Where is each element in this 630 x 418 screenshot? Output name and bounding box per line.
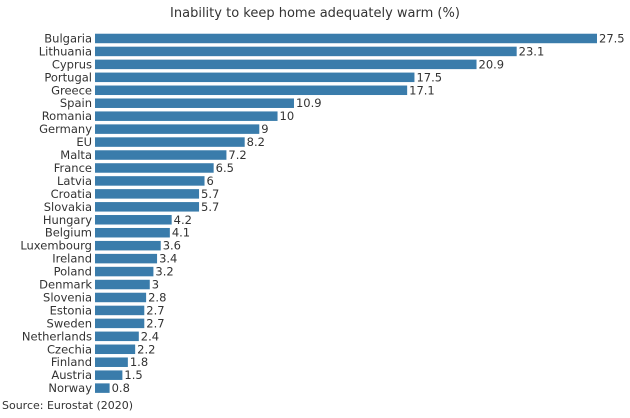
- bar-netherlands: [95, 331, 139, 342]
- category-label-hungary: Hungary: [43, 213, 92, 227]
- bar-sweden: [95, 318, 145, 329]
- value-label-denmark: 3: [152, 278, 159, 292]
- category-label-eu: EU: [76, 135, 92, 149]
- bar-lithuania: [95, 46, 517, 57]
- bar-latvia: [95, 176, 205, 186]
- value-label-slovenia: 2.8: [148, 290, 166, 304]
- bar-hungary: [95, 215, 172, 225]
- category-label-cyprus: Cyprus: [52, 57, 92, 71]
- bar-luxembourg: [95, 240, 161, 251]
- category-label-greece: Greece: [51, 83, 92, 97]
- bar-poland: [95, 266, 154, 277]
- value-label-portugal: 17.5: [416, 70, 442, 84]
- value-label-finland: 1.8: [130, 355, 148, 369]
- value-label-hungary: 4.2: [174, 213, 192, 227]
- value-label-slovakia: 5.7: [201, 200, 219, 214]
- value-label-croatia: 5.7: [201, 187, 219, 201]
- category-label-romania: Romania: [42, 109, 92, 123]
- category-label-germany: Germany: [39, 122, 92, 136]
- bar-greece: [95, 85, 408, 96]
- category-label-finland: Finland: [51, 355, 92, 369]
- value-label-luxembourg: 3.6: [163, 239, 181, 253]
- category-label-bulgaria: Bulgaria: [44, 31, 92, 45]
- value-label-latvia: 6: [207, 174, 214, 188]
- bar-austria: [95, 370, 123, 380]
- category-label-slovakia: Slovakia: [44, 200, 92, 214]
- category-label-estonia: Estonia: [50, 303, 92, 317]
- bar-estonia: [95, 305, 145, 316]
- category-label-slovenia: Slovenia: [43, 290, 92, 304]
- category-label-czechia: Czechia: [47, 342, 92, 356]
- chart-title: Inability to keep home adequately warm (…: [170, 6, 460, 21]
- category-label-sweden: Sweden: [47, 316, 92, 330]
- value-label-norway: 0.8: [112, 381, 130, 395]
- value-label-netherlands: 2.4: [141, 329, 159, 343]
- bar-malta: [95, 150, 227, 160]
- category-label-lithuania: Lithuania: [39, 44, 92, 58]
- bar-slovakia: [95, 202, 200, 212]
- bar-belgium: [95, 227, 170, 238]
- bar-france: [95, 163, 214, 173]
- value-label-france: 6.5: [216, 161, 234, 175]
- bar-cyprus: [95, 59, 477, 70]
- category-label-malta: Malta: [60, 148, 92, 162]
- bar-bulgaria: [95, 33, 597, 44]
- bar-ireland: [95, 253, 158, 264]
- value-label-bulgaria: 27.5: [599, 31, 625, 45]
- category-label-belgium: Belgium: [45, 226, 92, 240]
- category-label-france: France: [54, 161, 92, 175]
- bar-germany: [95, 124, 260, 134]
- bar-slovenia: [95, 292, 147, 303]
- bar-portugal: [95, 72, 415, 83]
- category-label-austria: Austria: [51, 368, 92, 382]
- category-label-spain: Spain: [60, 96, 92, 110]
- category-label-netherlands: Netherlands: [22, 329, 92, 343]
- category-label-ireland: Ireland: [52, 252, 92, 266]
- value-label-lithuania: 23.1: [519, 44, 545, 58]
- category-label-poland: Poland: [54, 265, 92, 279]
- value-label-malta: 7.2: [228, 148, 246, 162]
- value-label-czechia: 2.2: [137, 342, 155, 356]
- value-label-greece: 17.1: [409, 83, 435, 97]
- bar-spain: [95, 98, 294, 108]
- bar-czechia: [95, 344, 136, 355]
- category-label-portugal: Portugal: [44, 70, 92, 84]
- bar-eu: [95, 137, 245, 147]
- value-label-spain: 10.9: [296, 96, 322, 110]
- value-label-belgium: 4.1: [172, 226, 190, 240]
- bar-romania: [95, 111, 278, 121]
- bar-denmark: [95, 279, 150, 290]
- value-label-estonia: 2.7: [146, 303, 164, 317]
- category-label-croatia: Croatia: [51, 187, 92, 201]
- category-label-denmark: Denmark: [39, 278, 92, 292]
- value-label-ireland: 3.4: [159, 252, 177, 266]
- value-label-romania: 10: [280, 109, 295, 123]
- bar-norway: [95, 383, 110, 393]
- category-label-norway: Norway: [48, 381, 92, 395]
- value-label-germany: 9: [261, 122, 268, 136]
- category-label-latvia: Latvia: [57, 174, 92, 188]
- value-label-sweden: 2.7: [146, 316, 164, 330]
- source-note: Source: Eurostat (2020): [2, 399, 134, 412]
- category-label-luxembourg: Luxembourg: [20, 239, 92, 253]
- value-label-cyprus: 20.9: [479, 57, 505, 71]
- value-label-eu: 8.2: [247, 135, 265, 149]
- value-label-poland: 3.2: [155, 265, 173, 279]
- value-label-austria: 1.5: [124, 368, 142, 382]
- bar-finland: [95, 357, 128, 367]
- bar-croatia: [95, 189, 200, 199]
